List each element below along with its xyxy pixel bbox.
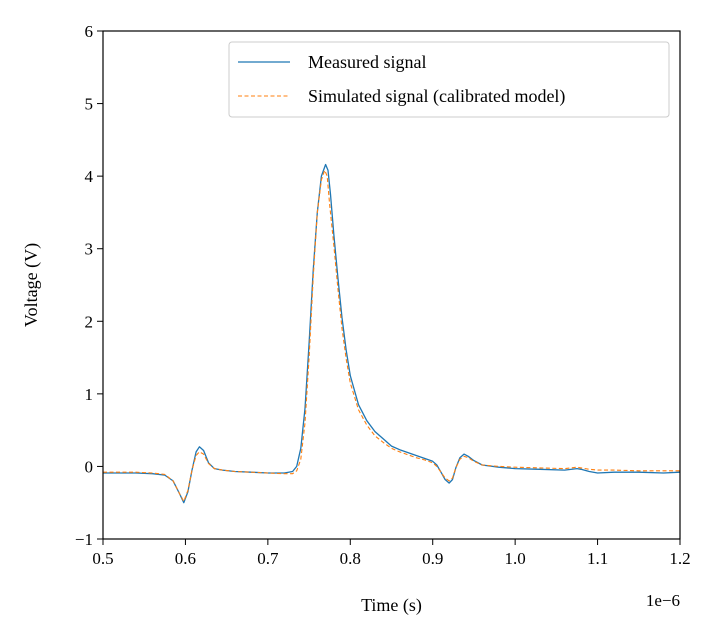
x-tick-label: 0.5: [92, 549, 113, 568]
y-tick-label: 4: [85, 167, 94, 186]
legend-box: [228, 41, 670, 118]
x-tick-label: 0.8: [340, 549, 361, 568]
x-tick-label: 1.2: [669, 549, 690, 568]
y-tick-label: 5: [85, 95, 94, 114]
y-axis-title: Voltage (V): [21, 243, 42, 327]
series-line-measured: [103, 163, 681, 504]
legend: Measured signal Simulated signal (calibr…: [228, 41, 670, 118]
legend-label-simulated: Simulated signal (calibrated model): [308, 86, 565, 107]
axes-frame: [102, 30, 681, 540]
x-tick-label: 0.7: [257, 549, 279, 568]
x-axis-title: Time (s): [361, 595, 422, 616]
x-tick-label: 1.0: [505, 549, 526, 568]
x-tick-label: 1.1: [587, 549, 608, 568]
y-tick-label: 1: [85, 385, 94, 404]
y-tick-label: 6: [85, 22, 94, 41]
axis-ticks: 0.5 0.6 0.7 0.8 0.9 1.0 1.1 1.2 −1 0 1 2 3 4 5 6: [75, 22, 691, 568]
x-tick-label: 0.6: [175, 549, 196, 568]
legend-label-measured: Measured signal: [308, 52, 426, 72]
y-tick-label: 2: [85, 312, 94, 331]
x-tick-label: 0.9: [422, 549, 443, 568]
plot-lines: [103, 163, 681, 504]
x-axis-offset-label: 1e−6: [646, 591, 680, 610]
y-tick-label: −1: [75, 530, 93, 549]
y-tick-label: 0: [85, 457, 94, 476]
y-tick-label: 3: [85, 240, 94, 259]
